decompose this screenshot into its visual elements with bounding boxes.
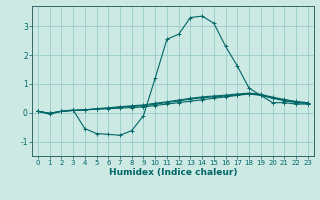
X-axis label: Humidex (Indice chaleur): Humidex (Indice chaleur) bbox=[108, 168, 237, 177]
